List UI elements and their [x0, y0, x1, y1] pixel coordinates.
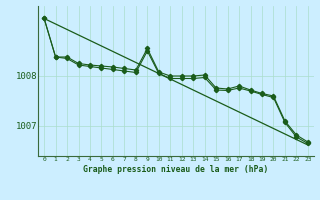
X-axis label: Graphe pression niveau de la mer (hPa): Graphe pression niveau de la mer (hPa)	[84, 165, 268, 174]
